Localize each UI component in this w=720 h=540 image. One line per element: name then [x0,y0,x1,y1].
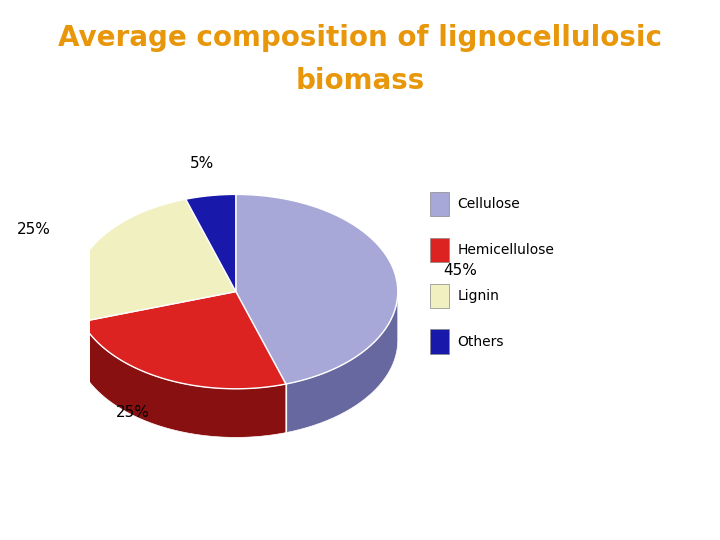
Polygon shape [74,199,236,322]
Polygon shape [431,192,449,216]
Polygon shape [431,284,449,308]
Text: 45%: 45% [443,263,477,278]
Text: Others: Others [457,335,504,348]
Polygon shape [186,194,236,292]
Text: Hemicellulose: Hemicellulose [457,243,554,256]
Polygon shape [82,292,286,389]
Polygon shape [236,194,397,384]
Polygon shape [82,322,286,437]
Text: 25%: 25% [17,222,50,237]
Polygon shape [286,293,397,433]
Polygon shape [431,329,449,354]
Text: 5%: 5% [190,156,214,171]
Text: 25%: 25% [116,406,150,420]
Text: Average composition of lignocellulosic: Average composition of lignocellulosic [58,24,662,52]
Polygon shape [74,294,82,370]
Text: Cellulose: Cellulose [457,197,520,211]
Text: Lignin: Lignin [457,289,499,302]
Text: biomass: biomass [295,67,425,95]
Polygon shape [431,238,449,262]
